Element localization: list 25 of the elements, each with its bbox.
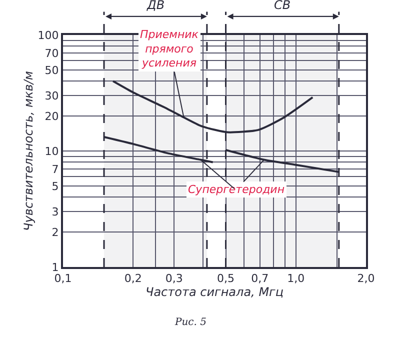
y-tick-label: 30 — [44, 90, 59, 102]
text: Рис. 5 — [174, 317, 206, 328]
y-tick-label: 7 — [52, 162, 59, 176]
y-tick-label: 20 — [44, 110, 59, 123]
y-tick-label: 50 — [44, 64, 59, 77]
x-tick-label: 0,2 — [124, 272, 142, 286]
x-tick-label: 0,3 — [165, 272, 183, 286]
y-tick-label: 5 — [52, 180, 59, 193]
band-label: СВ — [274, 0, 291, 12]
x-tick-label: 0,5 — [217, 272, 235, 286]
x-axis-title: Частота сигнала, Мгц — [145, 285, 284, 300]
x-tick-label: 0,1 — [54, 272, 72, 286]
x-tick-label: 1,0 — [287, 272, 305, 286]
y-tick-label: 2 — [52, 226, 59, 239]
y-axis-title: Чувствительность, мкв/м — [22, 71, 36, 231]
y-tick-label: 70 — [44, 46, 59, 60]
x-tick-label: 0,7 — [251, 272, 269, 286]
y-tick-label: 10 — [44, 144, 59, 158]
band-label: ДВ — [146, 0, 165, 12]
annotation: Супергетеродин — [188, 183, 285, 196]
y-tick-label: 1 — [52, 260, 59, 274]
y-tick-label: 3 — [52, 206, 59, 218]
annotation: Приемник прямого усиления — [140, 28, 199, 70]
y-tick-label: 100 — [38, 28, 59, 42]
x-tick-label: 2,0 — [357, 272, 375, 286]
